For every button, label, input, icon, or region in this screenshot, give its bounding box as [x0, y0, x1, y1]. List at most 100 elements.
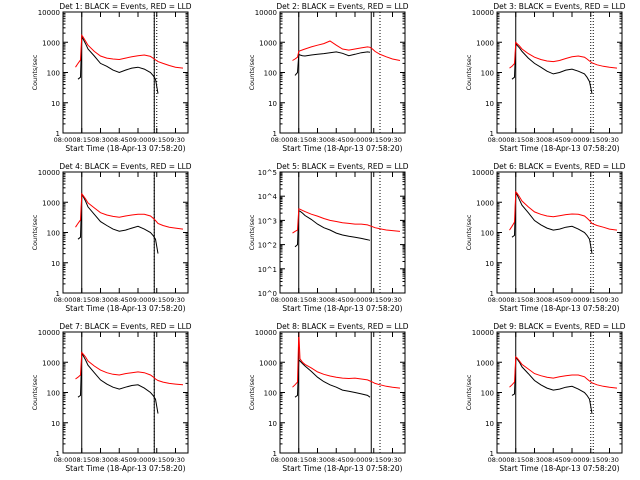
- x-axis-label: Start Time (18-Apr-13 07:58:20): [499, 464, 619, 473]
- x-tick-label: 08:15: [506, 456, 525, 464]
- series-line-lld: [75, 192, 184, 230]
- series-line-lld: [75, 33, 184, 69]
- y-tick-label: 1000: [42, 199, 60, 207]
- x-tick-label: 08:00: [488, 456, 507, 464]
- series-line-events: [511, 191, 593, 254]
- series-line-events: [77, 35, 159, 94]
- x-tick-label: 09:15: [147, 456, 166, 464]
- y-tick-label: 100: [47, 390, 60, 398]
- chart-title: Det 1: BLACK = Events, RED = LLD: [59, 2, 191, 11]
- y-tick-label: 1: [490, 450, 494, 458]
- chart-panel-6: 1 10 100 1000 10000 08:00 08:15 08:30 08:45 09:00…: [465, 162, 626, 313]
- y-tick-label: 10000: [255, 9, 277, 17]
- chart-panel-7: 1 10 100 1000 10000 08:00 08:15 08:30 08:45 09:00…: [31, 322, 192, 473]
- x-tick-label: 08:00: [271, 296, 290, 304]
- chart-panel-9: 1 10 100 1000 10000 08:00 08:15 08:30 08:45 09:00…: [465, 322, 626, 473]
- chart-title: Det 5: BLACK = Events, RED = LLD: [276, 162, 408, 171]
- series-line-lld: [509, 190, 618, 231]
- x-tick-label: 09:30: [600, 456, 619, 464]
- x-axis-label: Start Time (18-Apr-13 07:58:20): [65, 144, 185, 153]
- y-tick-label: 1000: [42, 359, 60, 367]
- x-tick-label: 09:00: [346, 296, 365, 304]
- series-line-events: [77, 351, 159, 414]
- x-tick-label: 08:00: [488, 296, 507, 304]
- plot-frame: [279, 171, 406, 294]
- y-tick-label: 1000: [259, 359, 277, 367]
- x-tick-label: 08:45: [110, 296, 129, 304]
- y-tick-label: 10^3: [258, 217, 277, 225]
- chart-title: Det 7: BLACK = Events, RED = LLD: [59, 322, 191, 331]
- x-tick-label: 09:15: [581, 296, 600, 304]
- x-tick-label: 09:00: [563, 296, 582, 304]
- x-tick-label: 08:45: [327, 456, 346, 464]
- x-tick-label: 09:15: [581, 456, 600, 464]
- x-tick-label: 09:15: [364, 456, 383, 464]
- y-axis-label: Counts/sec: [31, 374, 39, 410]
- y-tick-label: 10: [51, 100, 60, 108]
- y-tick-label: 1: [273, 450, 277, 458]
- series-line-lld: [292, 331, 401, 389]
- x-tick-label: 08:30: [525, 136, 544, 144]
- series-line-lld: [509, 355, 618, 389]
- x-tick-label: 09:15: [364, 296, 383, 304]
- y-tick-label: 1000: [476, 359, 494, 367]
- x-tick-label: 09:30: [166, 296, 185, 304]
- x-tick-label: 09:00: [129, 136, 148, 144]
- x-tick-label: 09:00: [563, 456, 582, 464]
- y-tick-label: 1000: [42, 39, 60, 47]
- x-tick-label: 09:30: [383, 136, 402, 144]
- x-tick-label: 08:00: [271, 456, 290, 464]
- x-tick-label: 08:15: [506, 136, 525, 144]
- y-tick-label: 10: [485, 100, 494, 108]
- y-tick-label: 10: [51, 420, 60, 428]
- y-tick-label: 10000: [38, 9, 60, 17]
- x-tick-label: 09:15: [364, 136, 383, 144]
- y-tick-label: 100: [264, 390, 277, 398]
- chart-panel-3: 1 10 100 1000 10000 08:00 08:15 08:30 08:45 09:00…: [465, 2, 626, 153]
- x-tick-label: 09:30: [166, 136, 185, 144]
- y-tick-label: 10: [51, 260, 60, 268]
- chart-title: Det 4: BLACK = Events, RED = LLD: [59, 162, 191, 171]
- x-tick-label: 08:15: [72, 296, 91, 304]
- y-tick-label: 10000: [38, 329, 60, 337]
- x-tick-label: 08:30: [525, 456, 544, 464]
- x-tick-label: 09:00: [346, 456, 365, 464]
- series-line-events: [511, 42, 593, 94]
- y-tick-label: 10^4: [258, 193, 278, 201]
- y-tick-label: 100: [481, 70, 494, 78]
- x-tick-label: 09:30: [166, 456, 185, 464]
- series-line-lld: [75, 351, 184, 386]
- x-axis-label: Start Time (18-Apr-13 07:58:20): [499, 144, 619, 153]
- x-axis-label: Start Time (18-Apr-13 07:58:20): [65, 464, 185, 473]
- chart-panel-2: 1 10 100 1000 10000 08:00 08:15 08:30 08:45 09:00…: [248, 2, 409, 153]
- x-axis-label: Start Time (18-Apr-13 07:58:20): [282, 464, 402, 473]
- x-tick-label: 08:30: [525, 296, 544, 304]
- x-tick-label: 08:45: [110, 456, 129, 464]
- x-axis-label: Start Time (18-Apr-13 07:58:20): [65, 304, 185, 313]
- x-tick-label: 08:30: [91, 296, 110, 304]
- series-line-events: [294, 358, 371, 398]
- y-tick-label: 10^5: [258, 169, 277, 177]
- x-tick-label: 08:30: [308, 296, 327, 304]
- series-line-lld: [292, 40, 401, 61]
- series-line-events: [511, 356, 593, 414]
- y-tick-label: 10: [268, 420, 277, 428]
- y-tick-label: 10000: [472, 9, 494, 17]
- y-tick-label: 100: [47, 70, 60, 78]
- x-tick-label: 09:00: [346, 136, 365, 144]
- y-tick-label: 1: [56, 290, 60, 298]
- x-tick-label: 08:00: [488, 136, 507, 144]
- x-tick-label: 08:00: [54, 136, 73, 144]
- y-tick-label: 10000: [472, 169, 494, 177]
- x-tick-label: 08:15: [506, 296, 525, 304]
- x-axis-label: Start Time (18-Apr-13 07:58:20): [282, 144, 402, 153]
- x-tick-label: 09:15: [581, 136, 600, 144]
- chart-title: Det 6: BLACK = Events, RED = LLD: [493, 162, 625, 171]
- y-tick-label: 100: [47, 230, 60, 238]
- x-tick-label: 08:15: [72, 456, 91, 464]
- x-tick-label: 08:45: [327, 296, 346, 304]
- y-tick-label: 1: [56, 450, 60, 458]
- y-tick-label: 10^0: [258, 290, 277, 298]
- y-tick-label: 1: [56, 130, 60, 138]
